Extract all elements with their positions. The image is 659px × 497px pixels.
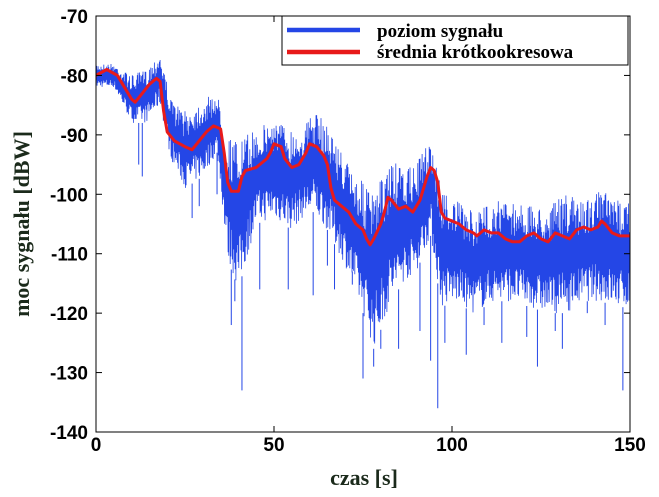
x-tick-label: 100 [436,435,468,456]
legend-label-signal: poziom sygnału [377,21,504,42]
plot-area [96,59,630,409]
x-tick-label: 0 [91,435,102,456]
short-term-average-line [96,68,630,247]
y-tick-label: -140 [50,423,88,444]
legend: poziom sygnału średnia krótkookresowa [281,15,629,66]
y-tick-label: -90 [61,126,88,147]
x-axis-title: czas [s] [330,465,398,490]
y-tick-label: -120 [50,304,88,325]
signal-level-line [96,59,630,344]
x-tick-label: 150 [614,435,646,456]
y-tick-label: -80 [61,66,88,87]
legend-label-average: średnia krótkookresowa [377,42,574,63]
y-tick-label: -130 [50,364,88,385]
y-tick-label: -110 [51,245,88,266]
y-tick-label: -70 [61,7,88,28]
y-axis-title: moc sygnału [dBW] [9,131,34,317]
y-tick-label: -100 [50,185,88,206]
x-tick-label: 50 [263,435,284,456]
legend-box [281,15,629,66]
